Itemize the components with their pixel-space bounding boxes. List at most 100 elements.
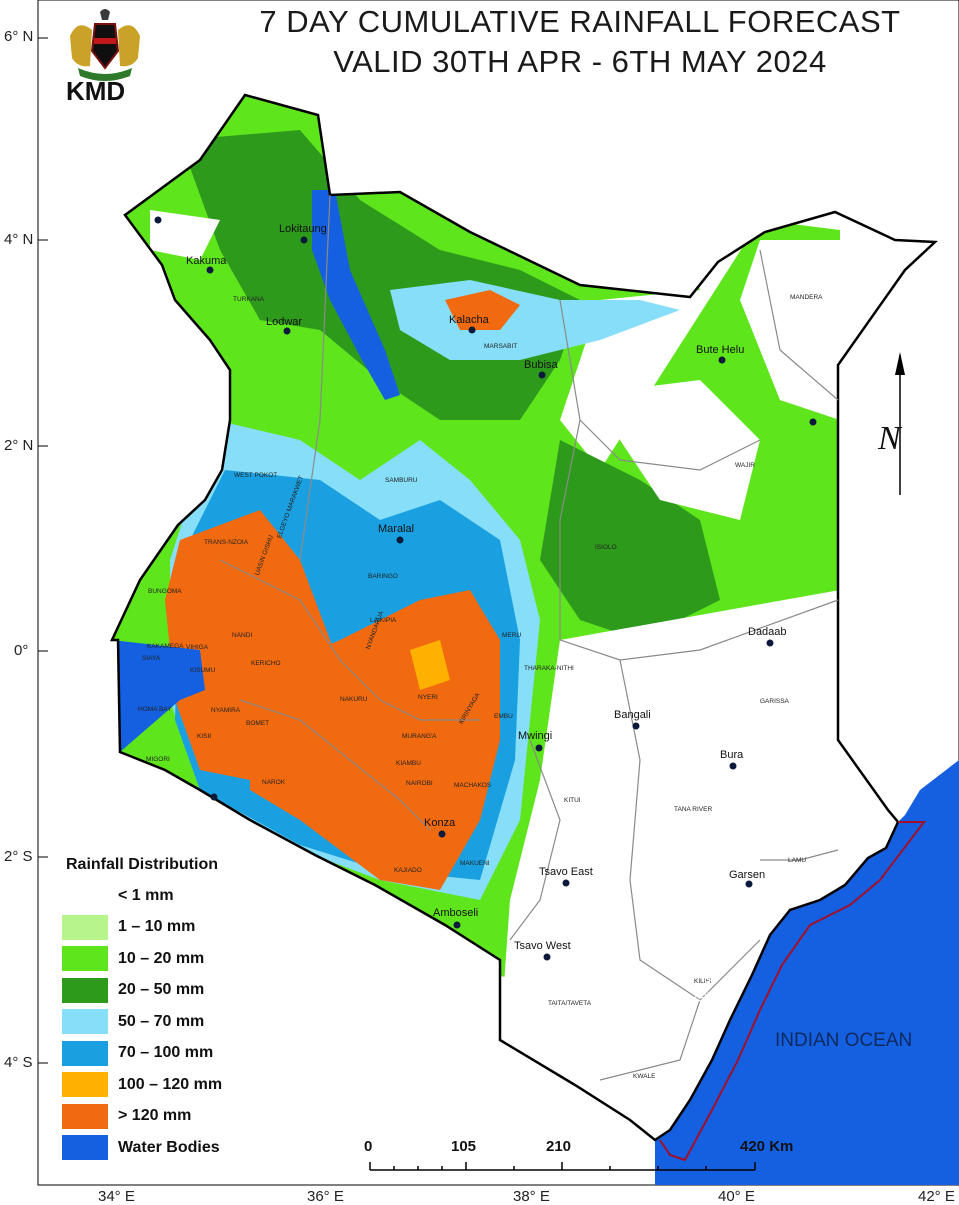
place-label: Kakuma: [186, 255, 227, 267]
legend-title: Rainfall Distribution: [66, 856, 218, 873]
lat-ticks: [38, 37, 48, 1064]
scale-label-0: 0: [364, 1138, 373, 1155]
county-label: BARINGO: [368, 573, 398, 580]
place-label: Tsavo West: [514, 940, 571, 952]
legend-label: < 1 mm: [118, 886, 174, 904]
north-arrow-icon: [895, 352, 905, 495]
legend-item: 70 – 100 mm: [62, 1038, 262, 1070]
place-dot: [453, 921, 461, 929]
county-label: KILIFI: [694, 978, 712, 985]
lon-label-38e: 38° E: [513, 1188, 550, 1205]
scale-label-210: 210: [546, 1138, 572, 1155]
county-label: NAROK: [262, 779, 286, 786]
zone-100-120-patch: [410, 640, 450, 690]
legend-label: 50 – 70 mm: [118, 1012, 205, 1030]
county-label: LAIKIPIA: [370, 617, 397, 624]
lon-label-36e: 36° E: [307, 1188, 344, 1205]
county-label: KIAMBU: [396, 760, 421, 767]
lion-left: [70, 25, 92, 67]
county-label: KWALE: [633, 1073, 656, 1080]
legend-swatch: [62, 1040, 108, 1066]
legend-item: 20 – 50 mm: [62, 975, 262, 1007]
ocean-label: INDIAN OCEAN: [775, 1030, 913, 1051]
county-line: [599, 999, 701, 1081]
county-line: [760, 849, 839, 861]
lat-label-4s: 4° S: [4, 1054, 33, 1071]
place-dot: [745, 880, 753, 888]
county-label: THARAKA-NITHI: [524, 665, 574, 672]
county-label: WEST POKOT: [234, 472, 278, 479]
lon-label-34e: 34° E: [98, 1188, 135, 1205]
county-line: [219, 559, 480, 721]
place-label: Bute Helu: [696, 344, 745, 356]
county-boundaries: [219, 194, 839, 1081]
zone-lt1-turkana: [150, 210, 220, 260]
legend-items: < 1 mm 1 – 10 mm 10 – 20 mm 20 – 50 mm 50 – …: [62, 880, 262, 1164]
county-label: KISII: [197, 733, 212, 740]
legend-label: 70 – 100 mm: [118, 1044, 214, 1062]
lat-label-4n: 4° N: [4, 231, 34, 248]
legend-item: 1 – 10 mm: [62, 912, 262, 944]
shield-icon: [90, 23, 120, 70]
map-subtitle: VALID 30TH APR - 6TH MAY 2024: [333, 44, 827, 79]
county-label: MERU: [502, 632, 522, 639]
lon-label-42e: 42° E: [918, 1188, 955, 1205]
county-label: NAKURU: [340, 696, 368, 703]
place-label: Garsen: [729, 869, 766, 881]
north-arrow-head: [895, 352, 905, 375]
county-line: [559, 299, 761, 471]
place-markers: [154, 216, 817, 961]
place-dot: [438, 830, 446, 838]
kmd-logo-text: KMD: [66, 76, 126, 106]
place-dot: [632, 722, 640, 730]
county-line: [509, 739, 561, 941]
county-line: [559, 419, 839, 661]
zone-20-50-east: [540, 440, 720, 640]
county-label: GARISSA: [760, 698, 789, 705]
legend-label: 20 – 50 mm: [118, 981, 205, 999]
place-dot: [718, 356, 726, 364]
county-label: KISUMU: [190, 667, 216, 674]
zone-lt1-northeast: [740, 240, 840, 420]
place-label: Lodwar: [266, 316, 303, 328]
county-label: NYERI: [418, 694, 438, 701]
legend-swatch: [62, 1103, 108, 1129]
lion-right: [118, 25, 140, 67]
place-dot: [210, 793, 218, 801]
place-dot: [562, 879, 570, 887]
county-label: MARSABIT: [484, 343, 518, 350]
place-label: Lokitaung: [279, 223, 327, 235]
lat-label-6n: 6° N: [4, 28, 34, 45]
county-label: BOMET: [246, 720, 270, 727]
place-dot: [468, 326, 476, 334]
place-dot: [283, 327, 291, 335]
county-line: [619, 659, 761, 1001]
place-label: Bura: [720, 749, 744, 761]
place-dot: [538, 371, 546, 379]
county-line: [239, 699, 431, 831]
legend-label: 10 – 20 mm: [118, 949, 205, 967]
mount-base: [78, 68, 132, 81]
kmd-coat-of-arms-icon: [70, 9, 140, 81]
legend-swatch: [62, 914, 108, 940]
county-line: [759, 249, 839, 401]
lat-label-2s: 2° S: [4, 848, 33, 865]
legend-item: 10 – 20 mm: [62, 943, 262, 975]
place-label: Bangali: [614, 709, 651, 721]
lat-label-0: 0°: [14, 642, 29, 659]
county-label: LAMU: [788, 857, 807, 864]
county-label: EMBU: [494, 713, 513, 720]
place-label: Maralal: [378, 523, 415, 535]
shield-band: [94, 38, 116, 44]
county-label: TANA RIVER: [674, 806, 713, 813]
place-label: Amboseli: [433, 907, 479, 919]
scale-label-105: 105: [451, 1138, 477, 1155]
county-label: KAKAMEGA: [147, 643, 184, 650]
legend-swatch: [62, 977, 108, 1003]
map-frame: [37, 0, 959, 1186]
county-label: SAMBURU: [385, 477, 418, 484]
county-label: MURANG'A: [402, 733, 437, 740]
county-label: BUNGOMA: [148, 588, 182, 595]
